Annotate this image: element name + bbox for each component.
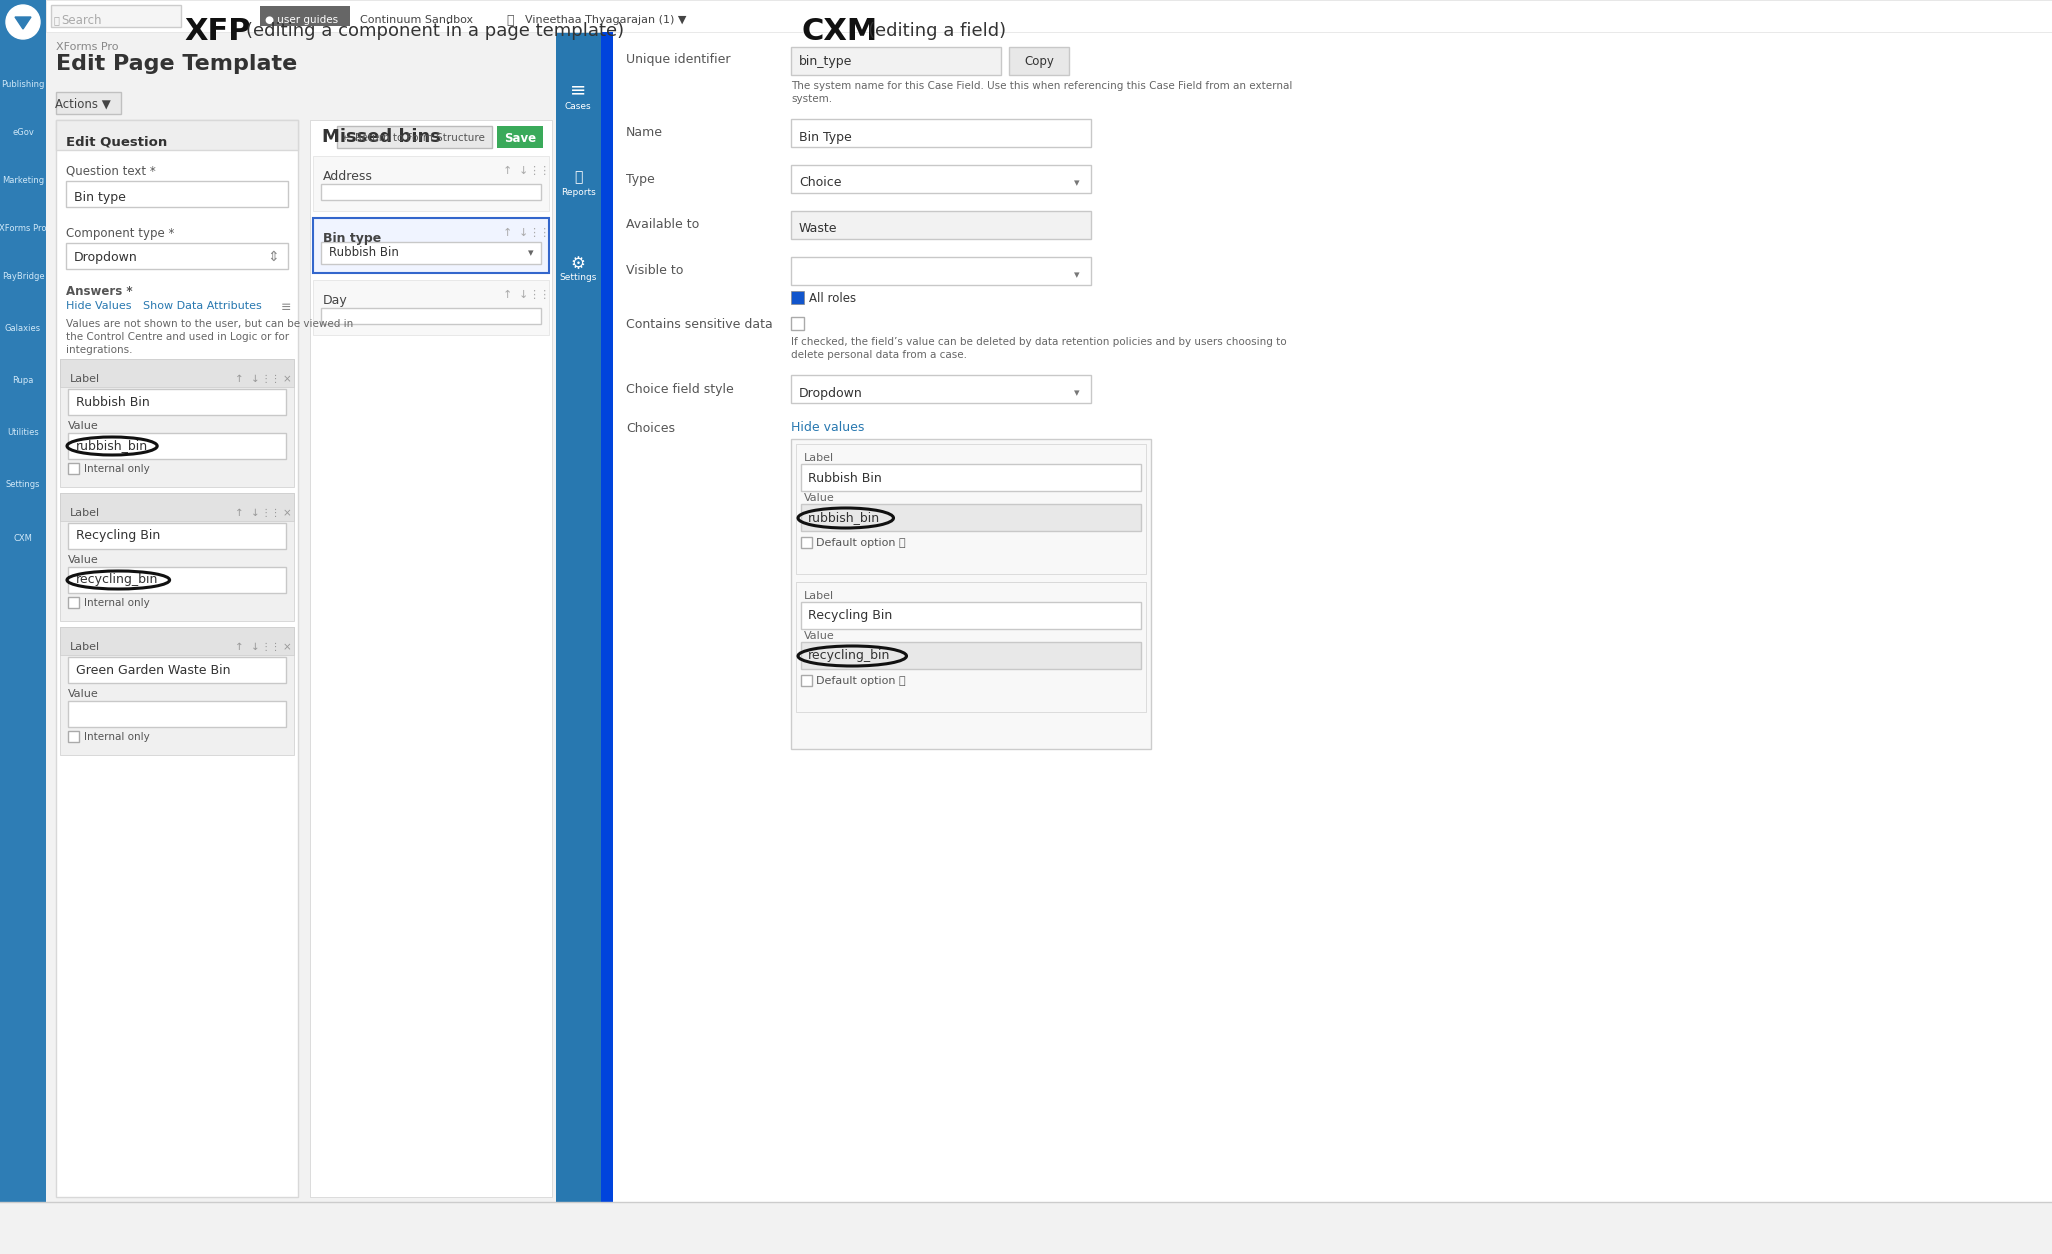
FancyBboxPatch shape (790, 317, 804, 330)
Text: ≡: ≡ (570, 80, 587, 99)
Text: Hide values: Hide values (790, 421, 864, 434)
Text: ×: × (283, 374, 291, 384)
FancyBboxPatch shape (45, 0, 2052, 33)
FancyBboxPatch shape (68, 701, 285, 727)
Text: Settings: Settings (6, 480, 41, 489)
Text: Default option ⓘ: Default option ⓘ (817, 538, 905, 548)
Text: ↑: ↑ (234, 642, 244, 652)
Text: XFP: XFP (185, 16, 250, 45)
Text: Waste: Waste (798, 222, 837, 236)
FancyBboxPatch shape (55, 92, 121, 114)
Text: Unique identifier: Unique identifier (626, 53, 731, 65)
Text: Contains sensitive data: Contains sensitive data (626, 319, 774, 331)
Text: (editing a field): (editing a field) (868, 23, 1005, 40)
Text: Choice field style: Choice field style (626, 382, 735, 395)
FancyBboxPatch shape (601, 33, 614, 1254)
FancyBboxPatch shape (60, 359, 293, 387)
FancyBboxPatch shape (800, 464, 1141, 492)
FancyBboxPatch shape (337, 125, 492, 148)
Text: recycling_bin: recycling_bin (808, 650, 891, 662)
Text: system.: system. (790, 94, 833, 104)
FancyBboxPatch shape (790, 439, 1151, 749)
Text: Search: Search (62, 14, 101, 26)
Text: recycling_bin: recycling_bin (76, 573, 158, 587)
Text: 🔍: 🔍 (53, 15, 60, 25)
FancyBboxPatch shape (68, 567, 285, 593)
Text: Actions ▼: Actions ▼ (55, 98, 111, 110)
Text: Internal only: Internal only (84, 464, 150, 474)
Text: ↓: ↓ (519, 228, 527, 238)
Text: ↓: ↓ (250, 508, 259, 518)
Text: ⚙: ⚙ (570, 255, 585, 273)
FancyBboxPatch shape (790, 166, 1092, 193)
Text: If checked, the field’s value can be deleted by data retention policies and by u: If checked, the field’s value can be del… (790, 337, 1287, 347)
Text: CXM: CXM (802, 16, 878, 45)
FancyBboxPatch shape (614, 33, 2052, 1254)
FancyBboxPatch shape (45, 33, 556, 1254)
Text: ↑: ↑ (234, 508, 244, 518)
Text: Bin type: Bin type (322, 232, 382, 245)
FancyBboxPatch shape (320, 242, 542, 265)
Text: Dropdown: Dropdown (74, 251, 137, 263)
FancyBboxPatch shape (60, 493, 293, 621)
FancyBboxPatch shape (66, 243, 287, 270)
FancyBboxPatch shape (68, 597, 78, 608)
Circle shape (6, 5, 39, 39)
Text: Missed bins: Missed bins (322, 128, 441, 145)
Text: Rubbish Bin: Rubbish Bin (808, 472, 882, 484)
Text: ↑: ↑ (503, 228, 511, 238)
Text: bin_type: bin_type (798, 54, 852, 68)
Text: Label: Label (804, 591, 833, 601)
Text: ▾: ▾ (1073, 270, 1079, 280)
FancyBboxPatch shape (60, 627, 293, 655)
Text: ↓: ↓ (519, 166, 527, 176)
Text: XForms Pro: XForms Pro (0, 224, 47, 233)
FancyBboxPatch shape (314, 218, 550, 273)
Text: Label: Label (804, 453, 833, 463)
FancyBboxPatch shape (55, 120, 298, 150)
Text: Reports: Reports (560, 188, 595, 197)
FancyBboxPatch shape (790, 291, 804, 303)
FancyBboxPatch shape (55, 120, 298, 1198)
FancyBboxPatch shape (796, 582, 1145, 712)
Text: Internal only: Internal only (84, 732, 150, 742)
Text: (editing a component in a page template): (editing a component in a page template) (246, 23, 624, 40)
FancyBboxPatch shape (556, 33, 601, 1254)
Text: Visible to: Visible to (626, 265, 683, 277)
Text: Vineethaa Thyagarajan (1) ▼: Vineethaa Thyagarajan (1) ▼ (525, 15, 685, 25)
Text: Save: Save (505, 132, 536, 144)
FancyBboxPatch shape (497, 125, 544, 148)
Text: the Control Centre and used in Logic or for: the Control Centre and used in Logic or … (66, 332, 289, 342)
Text: ×: × (283, 642, 291, 652)
Text: Day: Day (322, 293, 347, 307)
Text: 🔔: 🔔 (507, 14, 513, 26)
Text: Marketing: Marketing (2, 176, 43, 186)
Text: Default option ⓘ: Default option ⓘ (817, 676, 905, 686)
Text: Bin type: Bin type (74, 192, 125, 204)
Text: ×: × (283, 508, 291, 518)
FancyBboxPatch shape (790, 257, 1092, 285)
Text: Utilities: Utilities (6, 428, 39, 436)
Text: Rubbish Bin: Rubbish Bin (328, 247, 398, 260)
FancyBboxPatch shape (68, 433, 285, 459)
FancyBboxPatch shape (68, 463, 78, 474)
FancyBboxPatch shape (800, 675, 813, 686)
FancyBboxPatch shape (68, 523, 285, 549)
FancyBboxPatch shape (796, 444, 1145, 574)
FancyBboxPatch shape (1010, 46, 1069, 75)
Text: Question text *: Question text * (66, 166, 156, 178)
FancyBboxPatch shape (68, 657, 285, 683)
FancyBboxPatch shape (66, 181, 287, 207)
FancyBboxPatch shape (800, 602, 1141, 630)
Text: Value: Value (804, 631, 835, 641)
Text: Address: Address (322, 171, 373, 183)
Text: Edit Question: Edit Question (66, 135, 168, 148)
FancyBboxPatch shape (60, 493, 293, 520)
Text: ↓: ↓ (250, 642, 259, 652)
Text: ⋮⋮: ⋮⋮ (261, 374, 281, 384)
Text: Values are not shown to the user, but can be viewed in: Values are not shown to the user, but ca… (66, 319, 353, 329)
Text: Cases: Cases (564, 102, 591, 112)
Text: Copy: Copy (1024, 54, 1055, 68)
FancyBboxPatch shape (320, 184, 542, 199)
